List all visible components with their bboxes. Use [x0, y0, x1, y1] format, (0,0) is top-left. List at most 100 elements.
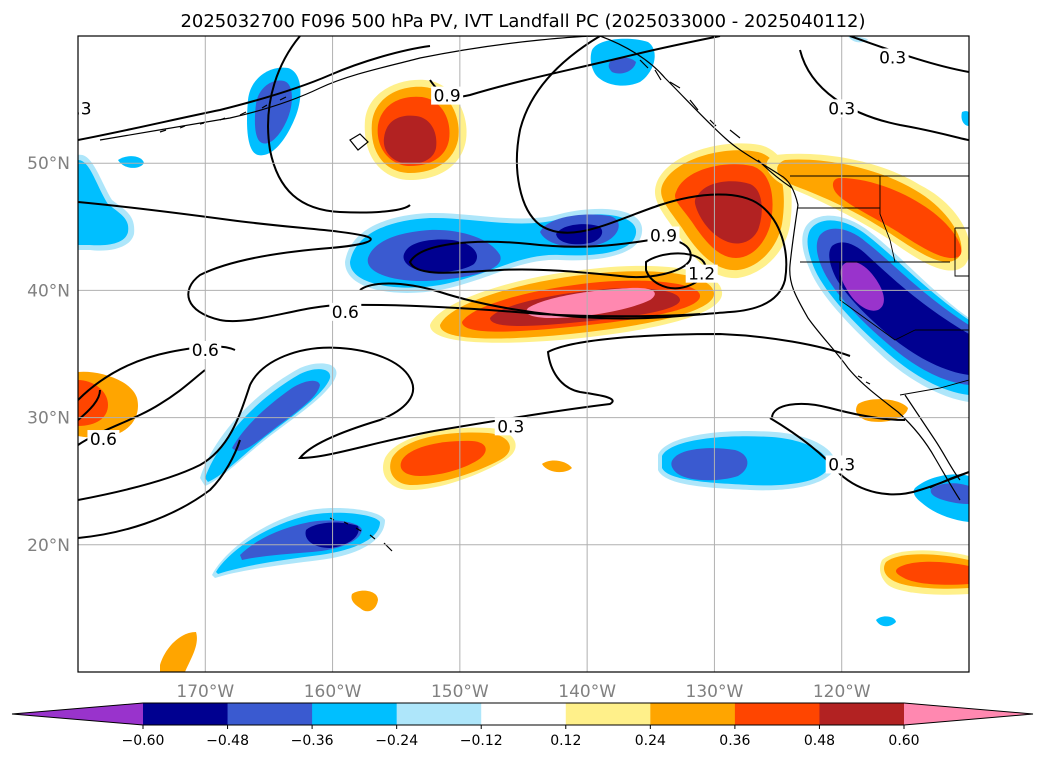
contour-0.3-north — [78, 45, 431, 141]
contour-0.9-mid — [359, 36, 788, 320]
coastline-west-coast — [789, 204, 961, 501]
contour-0.9-north — [267, 36, 411, 214]
pv-negative-subtropical — [671, 448, 748, 481]
contour-label-bg — [87, 430, 120, 449]
colorbar-segment — [565, 703, 651, 725]
coastline-bc-washington — [599, 36, 799, 206]
hawaii — [329, 517, 393, 552]
pv-positive-southeast — [896, 561, 969, 585]
contour-label-bg — [494, 417, 527, 436]
map-panel: 0.3 0.9 0.3 0.3 0.9 1.2 0.6 0.6 0.3 0.3 0.6 — [64, 36, 969, 672]
pv-positive-small — [351, 590, 378, 612]
x-tick-label: 150°W — [431, 682, 489, 702]
colorbar-extend-max — [904, 703, 1033, 725]
contour-label: 0.3 — [879, 48, 906, 68]
contour-label-bg — [647, 226, 680, 245]
contour-label-bg — [78, 99, 94, 118]
colorbar-tick-label: 0.36 — [719, 733, 750, 749]
contour-label: 0.6 — [332, 303, 359, 323]
contour-label-bg — [685, 264, 718, 283]
colorbar-segment — [734, 703, 820, 725]
colorbar-segment — [650, 703, 736, 725]
contour-0.9-inner — [408, 238, 692, 278]
contour-0.3-south — [78, 439, 241, 539]
colorbar-tick-label: 0.60 — [888, 733, 919, 749]
contour-label: 0.3 — [828, 455, 855, 475]
colorbar-tick-label: −0.12 — [460, 733, 503, 749]
political-borders — [790, 175, 969, 396]
colorbar-segment — [481, 703, 567, 725]
x-tick-label: 130°W — [686, 682, 744, 702]
contour-label: 1.2 — [688, 265, 715, 285]
pv-negative-small — [876, 616, 896, 627]
contour-label-bg — [431, 86, 464, 105]
chart-title: 2025032700 F096 500 hPa PV, IVT Landfall… — [180, 11, 865, 32]
vancouver-island — [757, 159, 793, 189]
x-axis-ticks: 170°W 160°W 150°W 140°W 130°W 120°W — [176, 682, 870, 702]
pv-positive-interior — [832, 178, 962, 259]
contour-label: 0.3 — [828, 99, 855, 119]
pv-negative-small — [118, 156, 144, 168]
y-tick-label: 50°N — [27, 154, 70, 174]
california-nevada-border — [839, 262, 916, 341]
colorbar-tick-label: 0.48 — [804, 733, 835, 749]
idaho-border — [879, 176, 896, 263]
map-frame — [77, 35, 970, 673]
colorbar-tick-label: −0.48 — [206, 733, 249, 749]
pv-positive-gulf — [383, 115, 437, 164]
pv-negative-band — [403, 239, 478, 272]
colorbar-tick-label: 0.12 — [550, 733, 581, 749]
x-tick-label: 140°W — [558, 682, 616, 702]
pv-negative-california — [840, 261, 884, 311]
contour-0.3-right2 — [849, 36, 969, 73]
contour-0.6 — [78, 201, 701, 323]
islands-alaska — [639, 59, 741, 139]
contour-0.3-mid — [78, 332, 851, 501]
x-tick-label: 160°W — [304, 682, 362, 702]
contour-labels: 0.3 0.9 0.3 0.3 0.9 1.2 0.6 0.6 0.3 0.3 0.6 — [64, 48, 909, 475]
colorbar-segment — [312, 703, 398, 725]
contour-label: 0.6 — [192, 341, 219, 361]
colorbar-segment — [227, 703, 313, 725]
colorbar-segment — [143, 703, 229, 725]
contour-label-bg — [825, 99, 858, 118]
pv-negative-subtropical — [232, 380, 320, 451]
contour-0.3-right — [799, 49, 969, 141]
pv-negative-north — [608, 57, 636, 74]
y-tick-label: 20°N — [27, 536, 70, 556]
contour-label-bg — [825, 455, 858, 474]
colorbar-segment — [396, 703, 482, 725]
x-tick-label: 120°W — [813, 682, 871, 702]
colorbar: −0.60 −0.48 −0.36 −0.24 −0.12 0.12 0.24 0.36 0.4… — [11, 702, 1034, 749]
y-axis-ticks: 20°N 30°N 40°N 50°N — [27, 154, 70, 556]
contour-0.3-se — [769, 402, 969, 496]
contour-label: 0.6 — [90, 430, 117, 450]
colorbar-tick-label: −0.36 — [291, 733, 334, 749]
colorbar-tick-label: −0.60 — [122, 733, 165, 749]
contour-label: 0.3 — [497, 417, 524, 437]
contour-label-bg — [329, 302, 362, 321]
pv-positive-main-band — [526, 287, 655, 318]
pv-positive-southwest — [160, 632, 197, 672]
y-tick-label: 40°N — [27, 281, 70, 301]
pv-positive-subtropical — [400, 440, 486, 476]
pv-negative-small — [961, 111, 969, 126]
pv-negative-aleutian — [254, 80, 292, 144]
us-mexico-border — [899, 379, 969, 396]
small-island — [349, 133, 369, 151]
colorbar-segment — [819, 703, 905, 725]
pv-negative-west-edge — [78, 160, 129, 246]
coastline-baja — [904, 394, 961, 481]
colorbar-extend-min — [12, 703, 143, 725]
aleutian-islands — [159, 96, 287, 133]
contour-label: 0.3 — [64, 99, 91, 119]
x-tick-label: 170°W — [176, 682, 234, 702]
contour-label: 0.9 — [650, 227, 677, 247]
colorbar-tick-label: 0.24 — [635, 733, 666, 749]
channel-islands — [857, 375, 871, 385]
contour-label-bg — [876, 48, 909, 67]
montana-border — [954, 227, 969, 277]
y-tick-label: 30°N — [27, 409, 70, 429]
contour-label: 0.9 — [434, 87, 461, 107]
